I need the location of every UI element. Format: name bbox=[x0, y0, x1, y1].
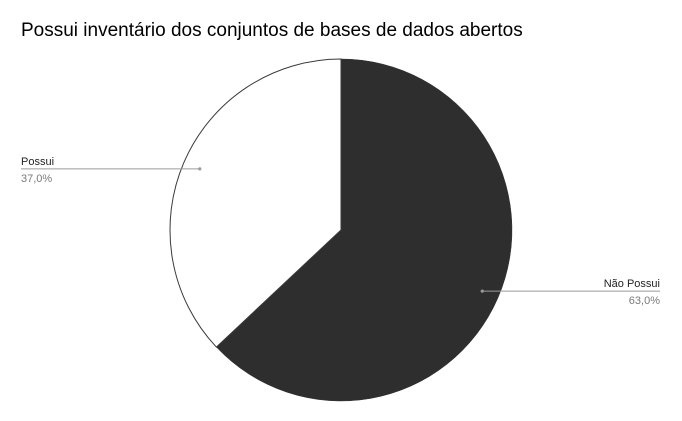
slices-layer bbox=[169, 58, 513, 402]
chart-title: Possui inventário dos conjuntos de bases… bbox=[21, 20, 523, 41]
slice-value-nao-possui: 63,0% bbox=[629, 295, 660, 307]
slice-label-nao-possui: Não Possui bbox=[604, 278, 660, 290]
pie-slice-possui bbox=[169, 58, 342, 348]
slice-value-possui: 37,0% bbox=[21, 173, 52, 185]
pie-slice-nao-possui bbox=[215, 58, 513, 402]
slice-label-possui: Possui bbox=[21, 156, 54, 168]
labels-layer: Não Possui 63,0% Possui 37,0% bbox=[21, 156, 660, 307]
